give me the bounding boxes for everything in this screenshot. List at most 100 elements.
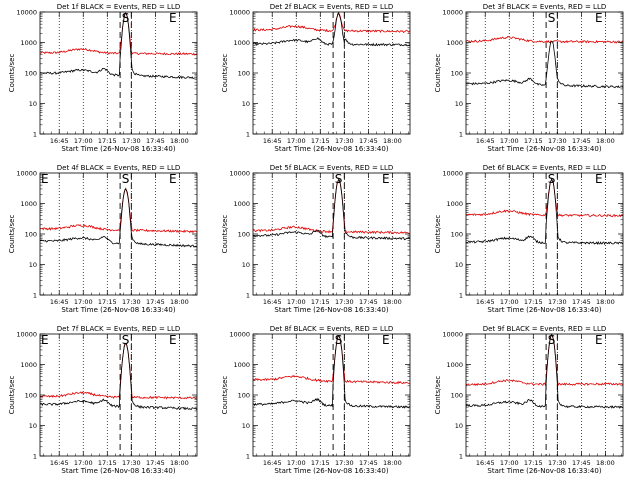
x-tick-label: 18:00 xyxy=(383,137,402,145)
panel-1: Det 1f BLACK = Events, RED = LLD 1 10 100 10… xyxy=(8,3,198,153)
y-tick-label: 1000 xyxy=(233,200,250,208)
marker-label-S: S xyxy=(335,172,343,186)
panel-title: Det 2f BLACK = Events, RED = LLD xyxy=(270,3,393,11)
x-tick-label: 17:45 xyxy=(359,298,378,306)
x-tick-label: 17:15 xyxy=(98,298,117,306)
x-tick-label: 17:45 xyxy=(146,459,165,467)
y-tick-label: 10 xyxy=(242,422,250,430)
x-tick-label: 17:00 xyxy=(500,137,519,145)
panel-title: Det 3f BLACK = Events, RED = LLD xyxy=(483,3,606,11)
x-tick-label: 17:30 xyxy=(122,298,141,306)
y-tick-label: 100 xyxy=(238,70,250,78)
y-tick-label: 10 xyxy=(242,261,250,269)
x-tick-label: 17:15 xyxy=(311,137,330,145)
marker-label-E: E xyxy=(169,172,177,186)
lld-series-line xyxy=(252,335,411,385)
events-series-line xyxy=(252,11,411,47)
panel-8: Det 8f BLACK = Events, RED = LLD 1 10 100 10… xyxy=(221,325,411,475)
y-tick-label: 10 xyxy=(455,261,463,269)
panel-title: Det 5f BLACK = Events, RED = LLD xyxy=(270,164,393,172)
y-tick-label: 100 xyxy=(25,70,37,78)
x-tick-label: 18:00 xyxy=(170,137,189,145)
y-tick-label: 10000 xyxy=(16,331,37,339)
y-tick-label: 1 xyxy=(33,453,37,461)
y-tick-label: 1000 xyxy=(20,200,37,208)
x-tick-label: 16:45 xyxy=(50,298,69,306)
lld-series-line xyxy=(465,36,624,44)
y-tick-label: 10000 xyxy=(16,170,37,178)
marker-label-S: S xyxy=(122,11,130,25)
x-tick-label: 18:00 xyxy=(170,459,189,467)
y-tick-label: 100 xyxy=(238,231,250,239)
y-tick-label: 1000 xyxy=(446,200,463,208)
y-tick-label: 10000 xyxy=(16,9,37,17)
panel-title: Det 7f BLACK = Events, RED = LLD xyxy=(57,325,180,333)
panel-title: Det 9f BLACK = Events, RED = LLD xyxy=(483,325,606,333)
panel-title: Det 4f BLACK = Events, RED = LLD xyxy=(57,164,180,172)
y-axis-label: Counts/sec xyxy=(221,54,229,93)
x-axis-label: Start Time (26-Nov-08 16:33:40) xyxy=(61,145,175,153)
x-axis-label: Start Time (26-Nov-08 16:33:40) xyxy=(274,467,388,475)
x-tick-label: 17:15 xyxy=(524,459,543,467)
x-tick-label: 17:30 xyxy=(548,298,567,306)
x-tick-label: 16:45 xyxy=(50,459,69,467)
y-tick-label: 100 xyxy=(451,70,463,78)
lld-series-line xyxy=(465,179,624,218)
y-axis-label: Counts/sec xyxy=(8,376,16,415)
x-tick-label: 17:00 xyxy=(74,137,93,145)
y-tick-label: 1 xyxy=(33,131,37,139)
lld-series-line xyxy=(39,343,198,400)
x-tick-label: 17:45 xyxy=(572,459,591,467)
panel-title: Det 1f BLACK = Events, RED = LLD xyxy=(57,3,180,11)
y-tick-label: 1 xyxy=(246,453,250,461)
x-tick-label: 16:45 xyxy=(50,137,69,145)
events-series-line xyxy=(39,342,198,411)
plot-frame xyxy=(39,11,198,135)
x-tick-label: 17:00 xyxy=(287,298,306,306)
y-tick-label: 1000 xyxy=(233,39,250,47)
x-tick-label: 16:45 xyxy=(476,298,495,306)
x-tick-label: 17:45 xyxy=(572,298,591,306)
x-tick-label: 17:00 xyxy=(74,459,93,467)
events-series-line xyxy=(465,177,624,246)
x-tick-label: 18:00 xyxy=(170,298,189,306)
panel-title: Det 8f BLACK = Events, RED = LLD xyxy=(270,325,393,333)
x-axis-label: Start Time (26-Nov-08 16:33:40) xyxy=(61,467,175,475)
y-tick-label: 1 xyxy=(459,292,463,300)
y-axis-label: Counts/sec xyxy=(8,215,16,254)
x-tick-label: 17:00 xyxy=(74,298,93,306)
plot-frame xyxy=(465,11,624,135)
x-tick-label: 17:30 xyxy=(335,459,354,467)
x-tick-label: 17:30 xyxy=(548,459,567,467)
x-axis-label: Start Time (26-Nov-08 16:33:40) xyxy=(274,306,388,314)
x-tick-label: 17:45 xyxy=(146,137,165,145)
x-tick-label: 17:45 xyxy=(359,459,378,467)
lld-series-line xyxy=(253,13,411,34)
events-series-line xyxy=(39,188,197,248)
panel-9: Det 9f BLACK = Events, RED = LLD 1 10 100 10… xyxy=(434,325,624,475)
y-axis-label: Counts/sec xyxy=(221,376,229,415)
panel-5: Det 5f BLACK = Events, RED = LLD 1 10 100 10… xyxy=(221,164,411,314)
y-tick-label: 10000 xyxy=(442,170,463,178)
y-tick-label: 10 xyxy=(455,100,463,108)
marker-label-E: E xyxy=(169,333,177,347)
panel-6: Det 6f BLACK = Events, RED = LLD 1 10 100 10… xyxy=(434,164,624,314)
y-tick-label: 1000 xyxy=(446,39,463,47)
x-tick-label: 17:45 xyxy=(146,298,165,306)
lld-series-line xyxy=(252,178,411,235)
marker-label-E: E xyxy=(595,333,603,347)
panel-2: Det 2f BLACK = Events, RED = LLD 1 10 100 10… xyxy=(221,3,411,153)
events-series-line xyxy=(39,12,197,80)
x-tick-label: 17:15 xyxy=(311,298,330,306)
y-axis-label: Counts/sec xyxy=(434,376,442,415)
lld-series-line xyxy=(465,333,624,387)
x-tick-label: 18:00 xyxy=(596,459,615,467)
y-tick-label: 10000 xyxy=(229,9,250,17)
y-tick-label: 10 xyxy=(29,422,37,430)
plot-frame xyxy=(465,333,624,457)
y-tick-label: 1000 xyxy=(20,39,37,47)
y-tick-label: 10000 xyxy=(442,331,463,339)
events-series-line xyxy=(466,41,624,89)
y-tick-label: 100 xyxy=(25,231,37,239)
